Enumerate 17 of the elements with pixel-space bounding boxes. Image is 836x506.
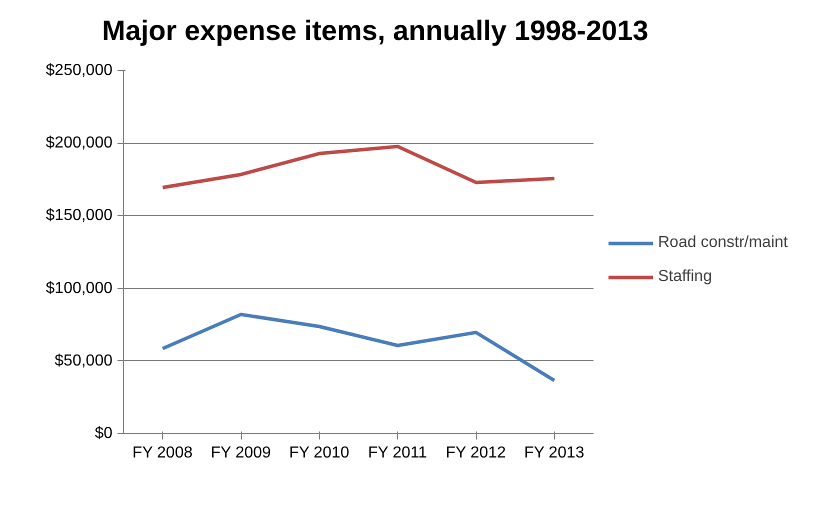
line-series — [160, 144, 556, 190]
x-tick-label: FY 2013 — [524, 444, 584, 462]
x-tick-label: FY 2012 — [446, 444, 506, 462]
legend-label: Road constr/maint — [658, 234, 788, 252]
y-tick-label: $250,000 — [46, 62, 113, 79]
line-series — [160, 312, 556, 382]
y-tick-label: $100,000 — [46, 280, 113, 297]
x-tick-label: FY 2009 — [210, 444, 272, 462]
y-tick-label: $0 — [94, 425, 113, 442]
y-tick-label: $50,000 — [54, 352, 113, 370]
x-tick-label: FY 2010 — [289, 444, 350, 462]
y-tick-label: $150,000 — [46, 207, 113, 224]
legend-label: Staffing — [658, 268, 712, 286]
x-tick-label: FY 2011 — [368, 444, 428, 462]
chart-title: Major expense items, annually 1998-2013 — [102, 14, 648, 48]
x-tick-label: FY 2008 — [132, 444, 193, 462]
y-tick-label: $200,000 — [46, 134, 113, 152]
